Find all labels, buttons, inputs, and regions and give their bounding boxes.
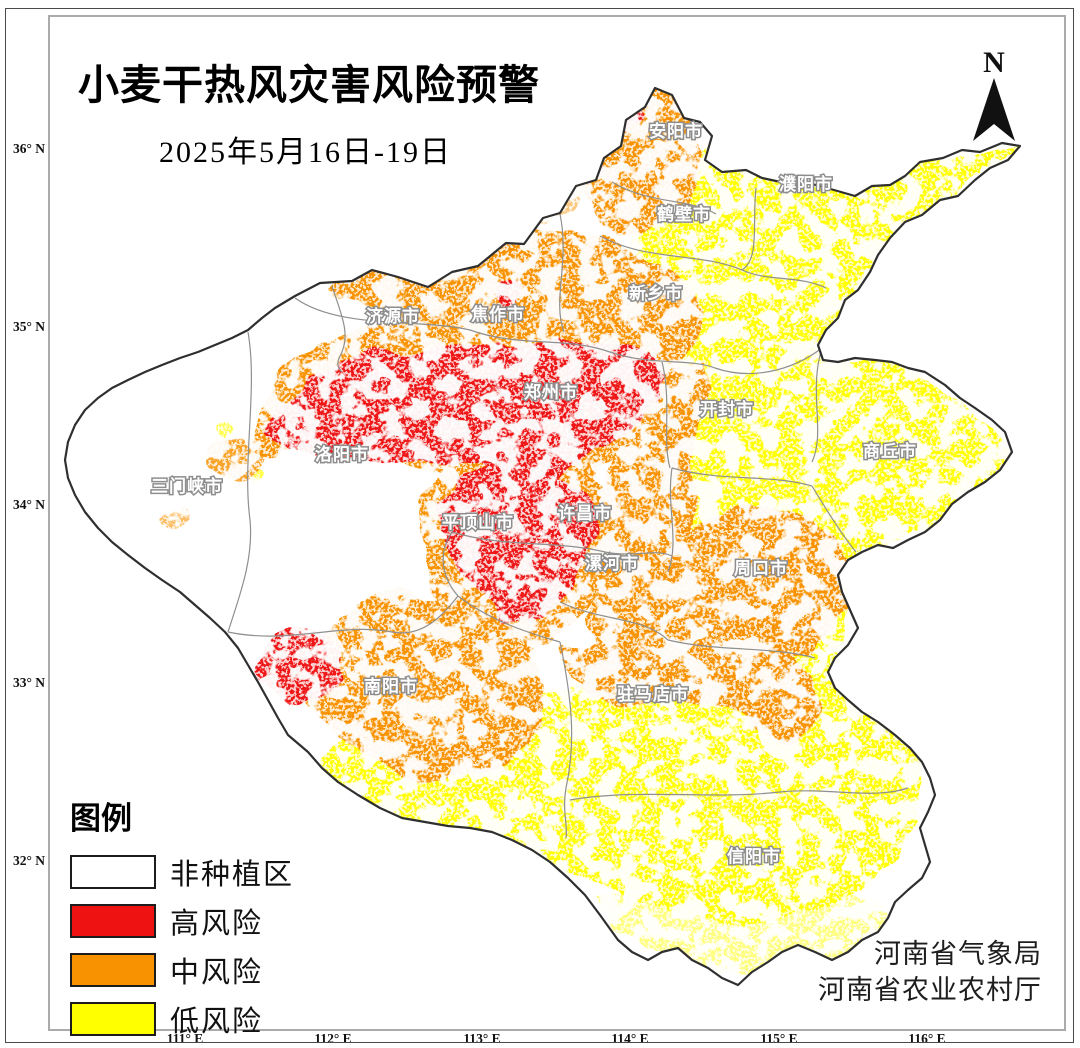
city-label-jiaozuo: 焦作市	[470, 304, 525, 324]
city-label-zhengzhou: 郑州市	[524, 382, 578, 402]
latitude-axis: 36° N 35° N 34° N 33° N 32° N	[13, 141, 45, 868]
city-label-nanyang: 南阳市	[364, 676, 418, 696]
lon-label-112e: 112° E	[314, 1031, 351, 1046]
legend-swatch-high-risk	[70, 904, 156, 938]
legend-item-high-risk: 高风险	[70, 903, 294, 940]
city-label-pingdingshan: 平顶山市	[442, 512, 514, 532]
lat-label-32n: 32° N	[13, 853, 45, 868]
north-arrow-needle	[973, 78, 1015, 141]
city-label-anyang: 安阳市	[649, 121, 703, 141]
city-label-jiyuan: 济源市	[366, 306, 420, 326]
city-label-xinxiang: 新乡市	[629, 283, 683, 303]
city-label-sanmenxia: 三门峡市	[151, 476, 223, 496]
city-label-hebi: 鹤壁市	[657, 204, 711, 224]
attribution-line-2: 河南省农业农村厅	[818, 975, 1042, 1005]
lon-label-116e: 116° E	[908, 1031, 945, 1046]
legend-swatch-low-risk	[70, 1002, 156, 1036]
city-labels: 安阳市 濮阳市 鹤壁市 新乡市 焦作市 济源市 郑州市 开封市 商丘市 洛阳市 …	[150, 120, 918, 868]
city-label-puyang: 濮阳市	[779, 174, 833, 194]
lon-label-115e: 115° E	[760, 1031, 797, 1046]
north-arrow-label: N	[983, 46, 1005, 79]
lat-label-34n: 34° N	[13, 497, 45, 512]
city-label-kaifeng: 开封市	[700, 399, 754, 419]
city-label-shangqiu: 商丘市	[863, 441, 917, 461]
legend-label-low-risk: 低风险	[170, 1006, 264, 1038]
lon-label-114e: 114° E	[611, 1031, 648, 1046]
attribution-line-1: 河南省气象局	[874, 939, 1042, 969]
legend-label-medium-risk: 中风险	[170, 957, 264, 989]
lat-label-35n: 35° N	[13, 319, 45, 334]
city-label-zhoukou: 周口市	[734, 558, 788, 578]
legend-item-low-risk: 低风险	[70, 1001, 294, 1038]
legend-item-non-planting: 非种植区	[70, 854, 295, 891]
lon-label-113e: 113° E	[463, 1031, 500, 1046]
city-label-luoyang: 洛阳市	[315, 444, 369, 464]
city-label-xuchang: 许昌市	[558, 503, 612, 523]
date-range: 2025年5月16日-19日	[159, 136, 452, 170]
attribution: 河南省气象局 河南省农业农村厅	[818, 936, 1042, 1008]
legend-swatch-non-planting	[70, 855, 156, 889]
legend-label-high-risk: 高风险	[170, 908, 264, 940]
city-label-luohe: 漯河市	[585, 553, 639, 573]
legend-item-medium-risk: 中风险	[70, 952, 294, 989]
city-label-zhumadian: 驻马店市	[617, 684, 689, 704]
legend: 图例 非种植区 高风险 中风险 低风险	[70, 793, 294, 1048]
north-arrow-icon: N	[973, 46, 1015, 141]
title-block: 小麦干热风灾害风险预警 2025年5月16日-19日	[78, 62, 540, 171]
page-title: 小麦干热风灾害风险预警	[78, 62, 540, 108]
map-frame	[48, 15, 1066, 1031]
lat-label-33n: 33° N	[13, 675, 45, 690]
legend-header: 图例	[70, 801, 132, 836]
city-label-xinyang: 信阳市	[727, 846, 781, 866]
city-boundaries	[227, 181, 909, 839]
legend-swatch-medium-risk	[70, 953, 156, 987]
lat-label-36n: 36° N	[13, 141, 45, 156]
legend-label-non-planting: 非种植区	[170, 859, 295, 891]
